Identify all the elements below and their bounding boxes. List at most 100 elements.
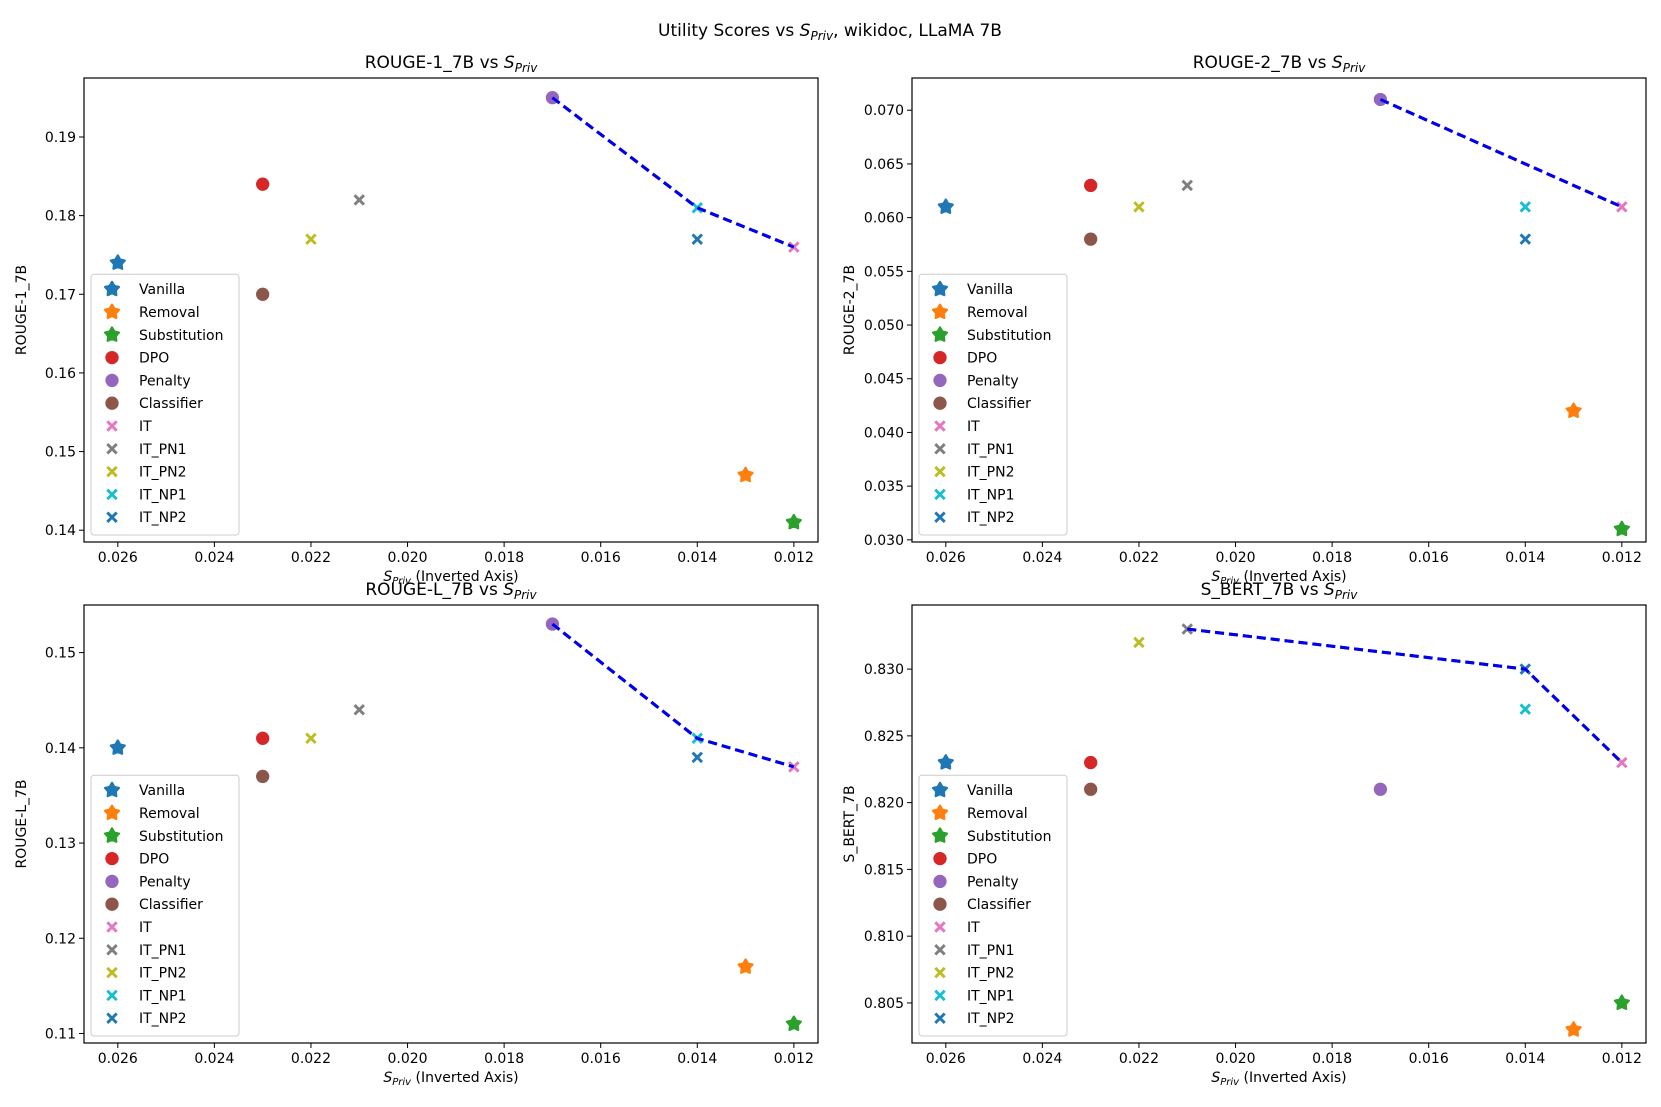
legend-star-icon — [931, 781, 949, 798]
legend-cross-icon — [106, 966, 118, 979]
x-tick-label: 0.022 — [291, 1051, 331, 1067]
x-tick-label: 0.022 — [291, 550, 331, 566]
legend-label: DPO — [139, 852, 169, 868]
data-point-it-np1 — [691, 202, 704, 214]
legend-label: IT_PN1 — [967, 442, 1015, 458]
x-tick-label: 0.012 — [774, 1051, 814, 1067]
y-tick-label: 0.810 — [864, 929, 904, 945]
frontier-line-overlay — [1379, 98, 1623, 209]
figure-suptitle: Utility Scores vs SPriv, wikidoc, LLaMA … — [658, 21, 1002, 43]
y-tick-label: 0.070 — [864, 103, 904, 119]
y-tick-label: 0.060 — [864, 211, 904, 227]
chart-title: S_BERT_7B vs SPriv — [1201, 580, 1359, 602]
legend-label: IT_NP2 — [139, 1011, 187, 1027]
y-tick-label: 0.13 — [45, 836, 76, 852]
x-axis-label: SPriv (Inverted Axis) — [1211, 1070, 1346, 1088]
legend: Vanilla Removal Substitution DPO Penalty Clas… — [90, 774, 240, 1037]
x-tick-label: 0.012 — [1602, 1051, 1642, 1067]
data-point-classifier — [1084, 232, 1098, 246]
legend-label: Vanilla — [967, 282, 1013, 298]
legend-cross-icon — [934, 1012, 946, 1024]
chart-panel-1: ROUGE-1_7B vs SPriv 0.026 0.024 0.022 0.020 0… — [14, 53, 819, 587]
legend-cross-icon — [106, 921, 118, 933]
legend-label: Removal — [139, 806, 200, 822]
data-point-it-pn2 — [1133, 201, 1145, 213]
legend-cross-icon — [106, 511, 118, 523]
legend-star-icon — [103, 326, 121, 342]
x-tick-label: 0.020 — [1215, 1051, 1255, 1067]
x-tick-label: 0.018 — [484, 550, 524, 566]
x-tick-label: 0.014 — [677, 550, 717, 566]
legend-cross-icon — [934, 511, 946, 523]
y-tick-label: 0.040 — [864, 425, 904, 441]
legend-star-icon — [103, 303, 121, 320]
legend-label: Classifier — [967, 897, 1031, 913]
data-point-substitution — [785, 513, 802, 530]
x-tick-label: 0.026 — [98, 550, 138, 566]
legend-cross-icon — [106, 944, 118, 956]
data-point-substitution — [1613, 520, 1630, 537]
y-tick-label: 0.805 — [864, 996, 904, 1012]
legend-label: IT_PN2 — [139, 465, 187, 481]
legend: Vanilla Removal Substitution DPO Penalty Clas… — [918, 273, 1068, 536]
legend-cross-icon — [106, 488, 118, 501]
data-point-removal — [1565, 1021, 1582, 1037]
legend-label: IT_PN1 — [139, 943, 187, 959]
legend-circle-icon — [105, 373, 119, 388]
legend-label: IT_NP2 — [967, 1011, 1015, 1027]
x-tick-label: 0.024 — [194, 1051, 234, 1067]
x-tick-label: 0.016 — [581, 1051, 621, 1067]
legend-cross-icon — [106, 443, 118, 455]
y-tick-label: 0.045 — [864, 372, 904, 388]
legend-label: Classifier — [139, 396, 203, 412]
data-point-it-np2 — [691, 233, 704, 245]
legend-label: Penalty — [139, 874, 191, 890]
data-point-classifier — [256, 287, 270, 301]
x-tick-label: 0.024 — [1022, 1051, 1062, 1067]
legend-circle-icon — [105, 897, 119, 911]
data-point-classifier — [256, 769, 270, 784]
y-tick-label: 0.065 — [864, 157, 904, 173]
data-point-removal — [737, 466, 754, 483]
data-point-dpo — [1084, 755, 1098, 770]
legend-label: Substitution — [967, 829, 1052, 845]
legend-star-icon — [103, 827, 121, 843]
legend-circle-icon — [105, 396, 119, 410]
legend-label: IT_NP1 — [967, 988, 1015, 1004]
data-point-it-pn2 — [305, 233, 317, 245]
x-tick-label: 0.018 — [1312, 1051, 1352, 1067]
data-point-it-np1 — [1519, 703, 1532, 715]
y-tick-label: 0.11 — [45, 1026, 76, 1042]
legend-cross-icon — [934, 921, 946, 933]
legend-box — [90, 774, 240, 1037]
x-tick-label: 0.012 — [774, 550, 814, 566]
legend-label: Penalty — [139, 373, 191, 389]
x-tick-label: 0.020 — [1215, 550, 1255, 566]
legend-label: IT_NP1 — [967, 487, 1015, 503]
legend-star-icon — [103, 781, 121, 798]
legend-cross-icon — [934, 488, 946, 501]
legend-label: IT_PN2 — [139, 966, 187, 982]
y-tick-label: 0.815 — [864, 862, 904, 878]
legend-label: IT_PN2 — [967, 966, 1015, 982]
legend-label: Vanilla — [139, 783, 185, 799]
x-tick-label: 0.024 — [194, 550, 234, 566]
legend-circle-icon — [933, 350, 947, 365]
data-point-vanilla — [937, 198, 954, 214]
x-tick-label: 0.026 — [98, 1051, 138, 1067]
y-tick-label: 0.15 — [45, 445, 76, 461]
data-point-penalty — [1373, 92, 1388, 107]
data-point-it-np2 — [1519, 233, 1532, 245]
x-tick-label: 0.024 — [1022, 550, 1062, 566]
chart-title: ROUGE-1_7B vs SPriv — [365, 53, 539, 75]
frontier-line-overlay — [1187, 627, 1623, 764]
legend-circle-icon — [105, 874, 119, 889]
data-point-dpo — [1084, 178, 1098, 193]
legend-label: Classifier — [967, 396, 1031, 412]
legend-label: IT — [967, 920, 980, 936]
data-point-removal — [1565, 402, 1582, 419]
y-tick-label: 0.035 — [864, 479, 904, 495]
legend: Vanilla Removal Substitution DPO Penalty Clas… — [918, 774, 1068, 1037]
y-axis-label: ROUGE-2_7B — [842, 265, 858, 355]
legend-circle-icon — [933, 874, 947, 889]
